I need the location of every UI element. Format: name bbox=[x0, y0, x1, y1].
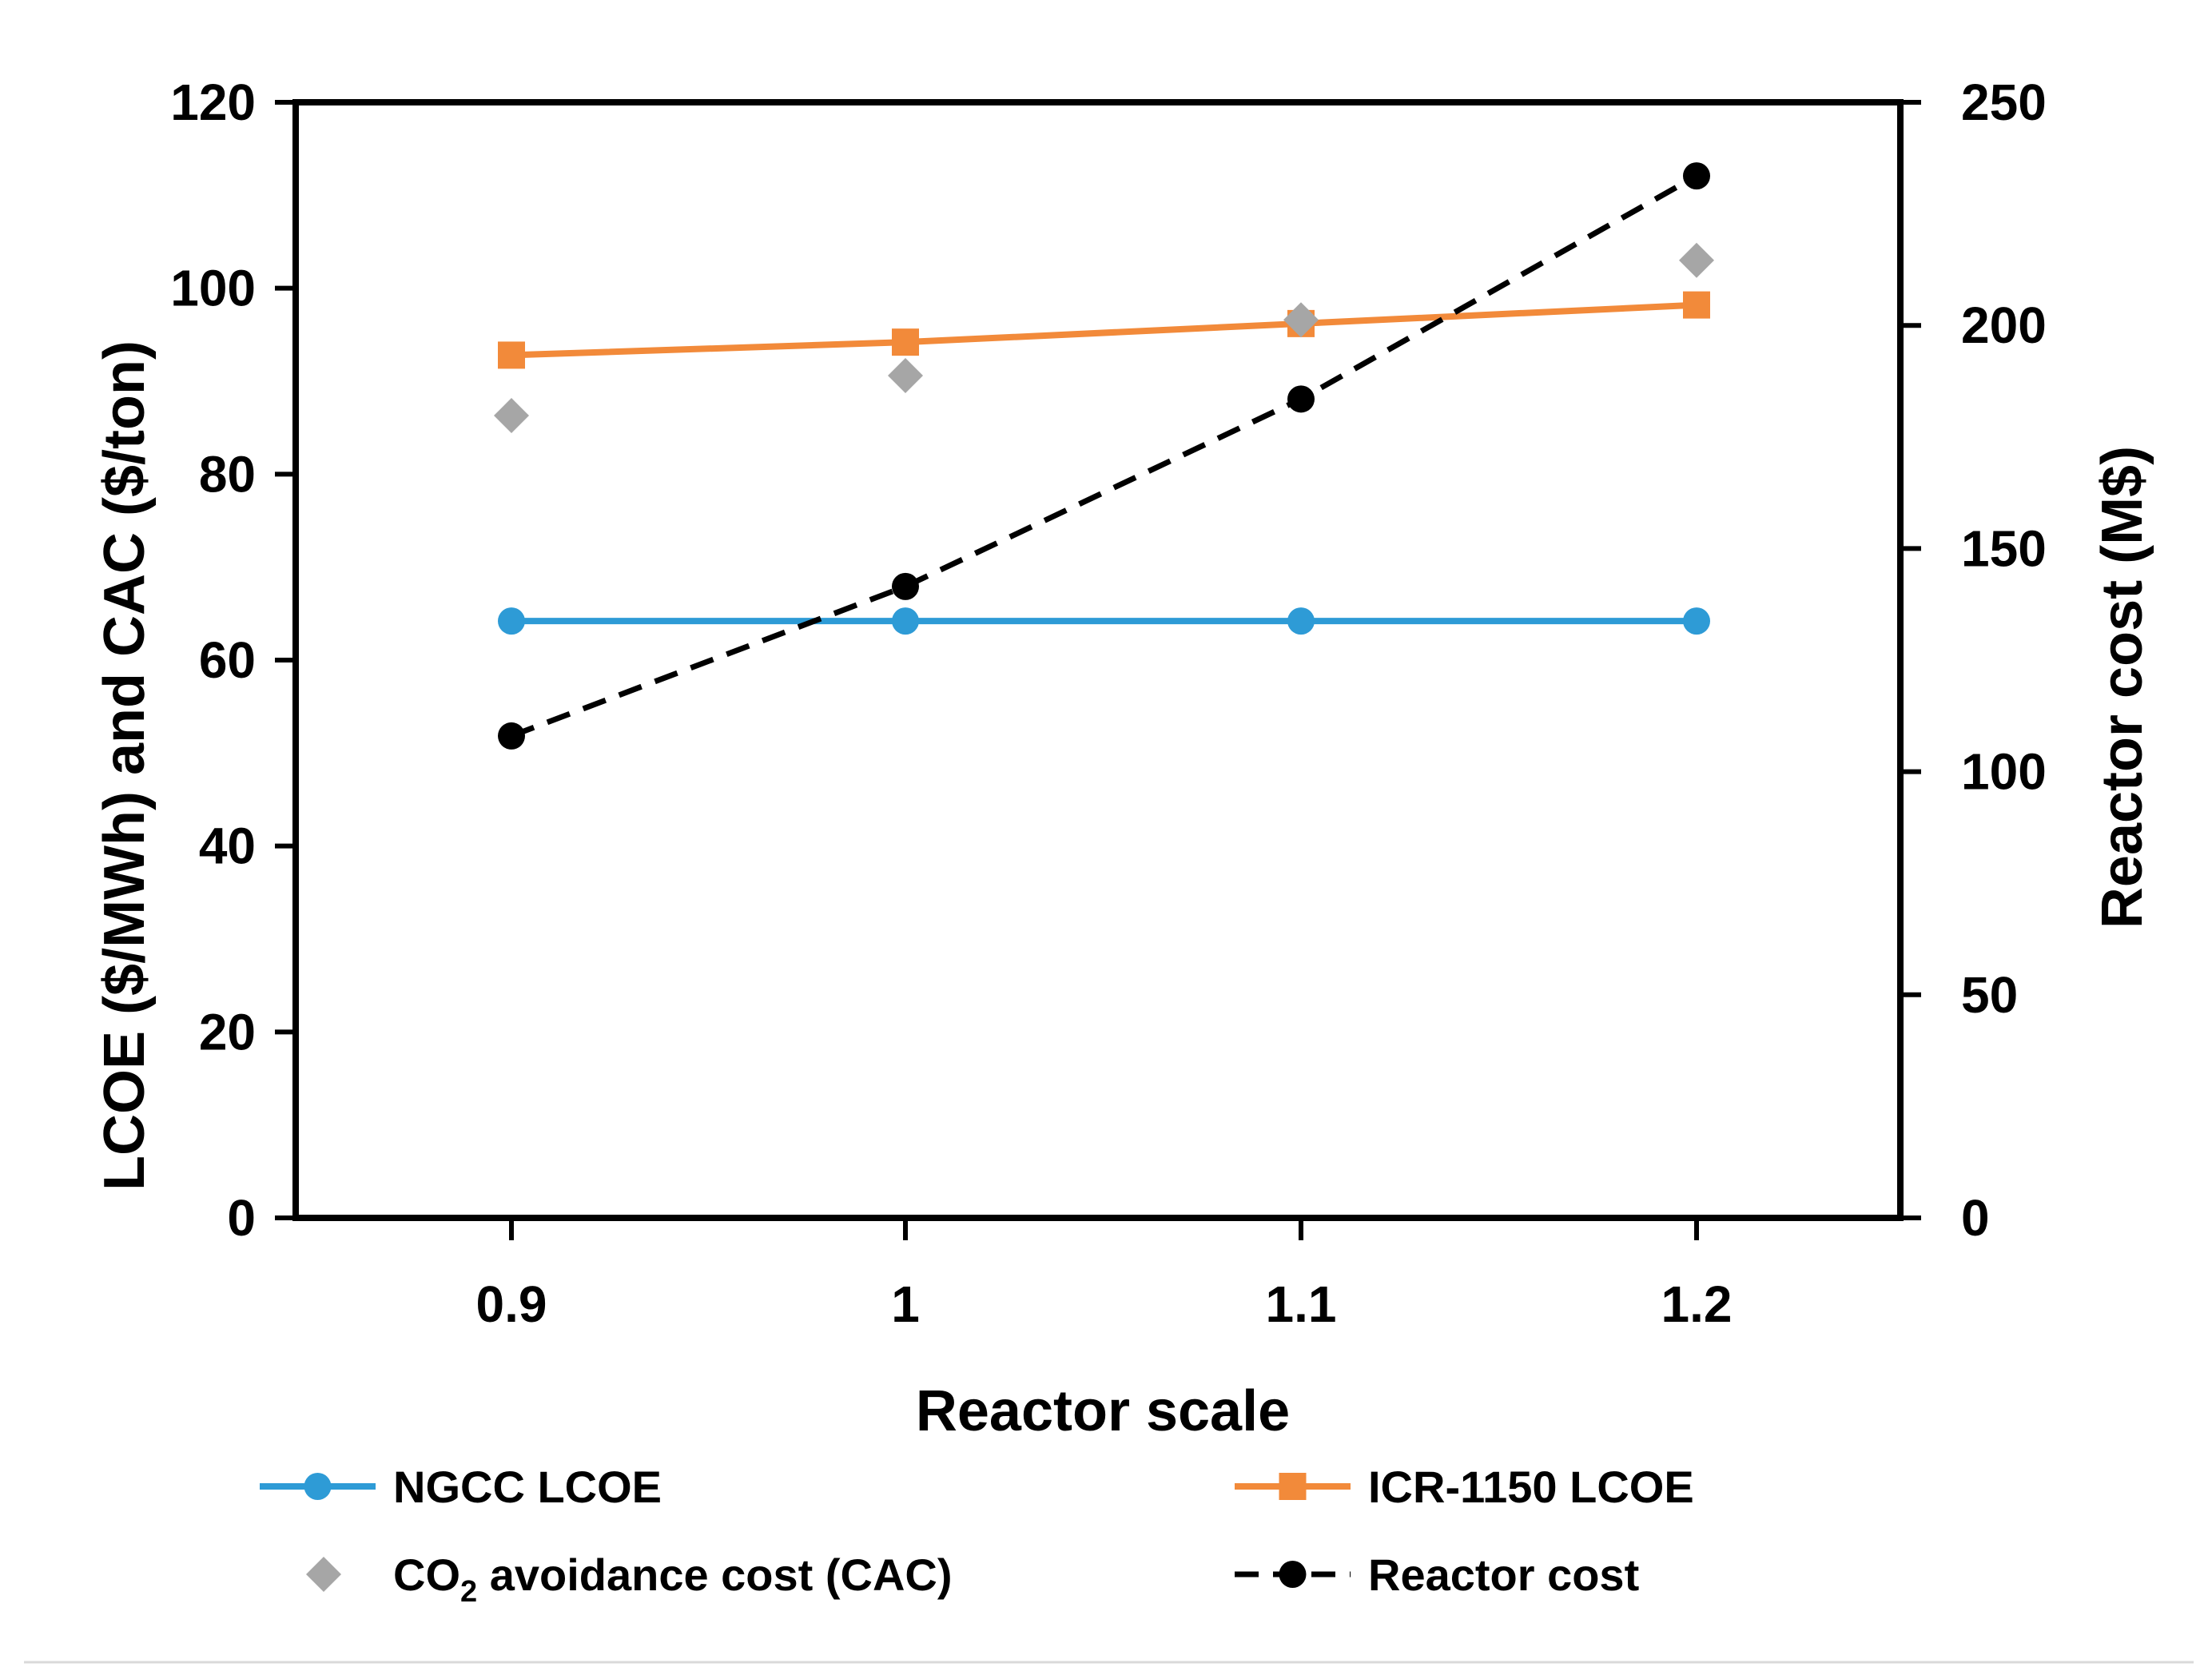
legend-swatch-marker bbox=[306, 1557, 341, 1592]
data-point bbox=[1287, 385, 1315, 413]
left-y-tick-label: 0 bbox=[227, 1189, 256, 1247]
x-axis-title: Reactor scale bbox=[916, 1379, 1290, 1443]
data-point bbox=[1287, 607, 1315, 635]
data-point bbox=[892, 572, 919, 600]
left-y-tick-label: 60 bbox=[199, 631, 256, 689]
legend-label: Reactor cost bbox=[1368, 1550, 1639, 1600]
left-y-tick-label: 120 bbox=[170, 74, 256, 131]
series bbox=[494, 162, 1714, 750]
legend-item: CO2 avoidance cost (CAC) bbox=[306, 1550, 952, 1609]
series-co2-avoidance-cost-cac- bbox=[494, 242, 1714, 434]
data-point bbox=[1683, 162, 1710, 190]
legend-label: NGCC LCOE bbox=[393, 1462, 662, 1512]
right-y-axis-title: Reactor cost (M$) bbox=[2091, 446, 2154, 929]
data-point bbox=[1683, 291, 1710, 319]
left-y-axis-title: LCOE ($/MWh) and CAC ($/ton) bbox=[93, 340, 157, 1191]
right-y-tick-label: 50 bbox=[1961, 966, 2018, 1024]
legend-swatch-marker bbox=[1279, 1473, 1307, 1500]
series-line bbox=[511, 301, 1697, 359]
axes: 0 20 40 60 80 100 120 0 50 100 150 200 250 0.9 1 1.1 1.2… bbox=[24, 74, 2194, 1664]
x-tick-label: 1.1 bbox=[1266, 1275, 1337, 1333]
data-point bbox=[888, 358, 923, 394]
data-point bbox=[892, 607, 919, 635]
left-y-tick-label: 40 bbox=[199, 818, 256, 875]
legend-label: ICR-1150 LCOE bbox=[1368, 1462, 1694, 1512]
legend-item: NGCC LCOE bbox=[260, 1462, 662, 1512]
right-y-tick-label: 150 bbox=[1961, 519, 2047, 577]
series-ngcc-lcoe bbox=[498, 607, 1710, 635]
right-y-tick-label: 0 bbox=[1961, 1189, 1990, 1247]
data-point bbox=[498, 722, 525, 750]
legend: NGCC LCOE ICR-1150 LCOE CO2 avoidance cost… bbox=[260, 1462, 1694, 1609]
left-y-tick-label: 100 bbox=[170, 260, 256, 317]
x-tick-label: 0.9 bbox=[476, 1275, 547, 1333]
right-y-tick-label: 250 bbox=[1961, 74, 2047, 131]
left-y-tick-label: 20 bbox=[199, 1003, 256, 1060]
legend-item: ICR-1150 LCOE bbox=[1235, 1462, 1694, 1512]
data-point bbox=[1679, 242, 1714, 278]
series-line bbox=[510, 173, 1698, 739]
legend-swatch-marker bbox=[304, 1473, 332, 1500]
data-point bbox=[892, 328, 919, 356]
series-icr-1150-lcoe bbox=[498, 291, 1710, 369]
right-y-tick-label: 100 bbox=[1961, 743, 2047, 801]
x-tick-label: 1.2 bbox=[1661, 1275, 1733, 1333]
data-point bbox=[498, 341, 525, 369]
legend-item: Reactor cost bbox=[1235, 1550, 1639, 1600]
series-reactor-cost bbox=[498, 162, 1710, 750]
data-point bbox=[1683, 607, 1710, 635]
data-point bbox=[498, 607, 525, 635]
legend-swatch-marker bbox=[1279, 1561, 1307, 1588]
left-y-tick-label: 80 bbox=[199, 445, 256, 503]
legend-label: CO2 avoidance cost (CAC) bbox=[393, 1550, 952, 1609]
right-y-tick-label: 200 bbox=[1961, 296, 2047, 354]
x-tick-label: 1 bbox=[891, 1275, 920, 1333]
data-point bbox=[1283, 302, 1319, 338]
data-point bbox=[494, 398, 529, 434]
